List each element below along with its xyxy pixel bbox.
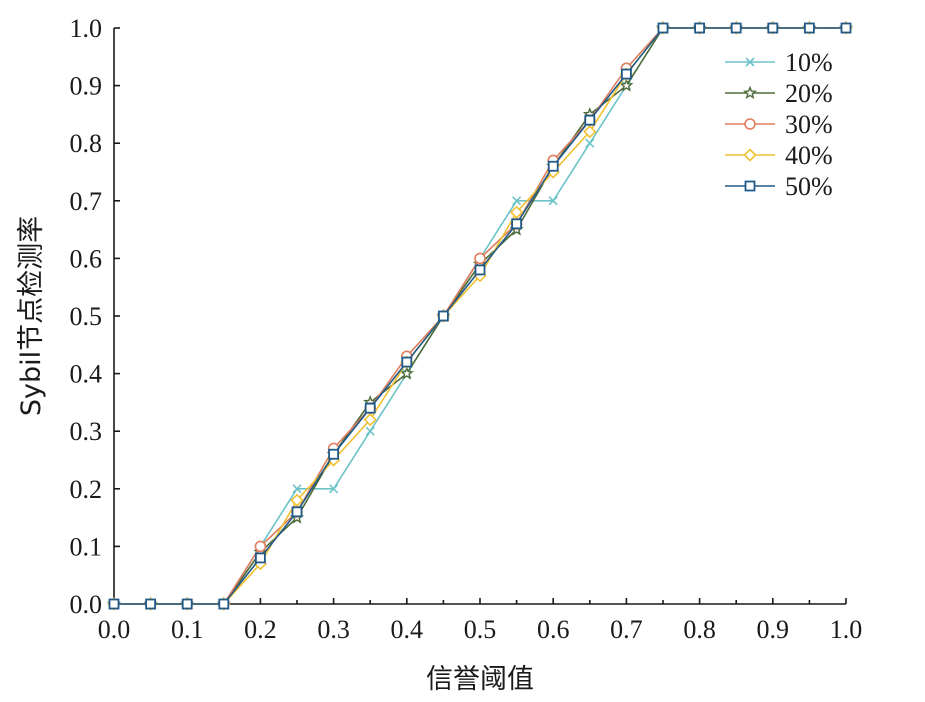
series-line (114, 27, 846, 605)
data-point (363, 413, 377, 427)
data-point (254, 540, 267, 553)
y-tick-label: 1.0 (70, 14, 103, 43)
series-40% (107, 21, 853, 611)
data-point (621, 68, 632, 80)
y-tick-label: 0.5 (70, 302, 103, 331)
x-tick-label: 1.0 (830, 615, 863, 644)
data-point (474, 264, 486, 276)
legend-entry: 10% (725, 48, 833, 77)
legend-entry: 30% (725, 110, 833, 139)
y-tick-label: 0.4 (70, 360, 103, 389)
y-tick-label: 0.8 (70, 129, 103, 158)
legend-marker (744, 180, 756, 192)
y-tick-label: 0.0 (70, 590, 103, 619)
y-tick-label: 0.1 (70, 532, 103, 561)
legend-label: 50% (785, 172, 833, 201)
series-20% (106, 20, 854, 610)
data-point (509, 205, 524, 219)
data-point (584, 114, 596, 126)
x-tick-label: 0.6 (537, 615, 570, 644)
data-point (474, 252, 486, 265)
data-point (108, 598, 120, 610)
legend-marker (742, 85, 758, 99)
x-tick-label: 0.5 (464, 615, 497, 644)
x-tick-label: 0.0 (98, 615, 131, 644)
legend-label: 40% (785, 141, 833, 170)
x-tick-label: 0.7 (610, 615, 643, 644)
data-point (329, 484, 339, 494)
x-tick-label: 0.2 (244, 615, 277, 644)
x-ticks: 0.0 0.1 0.2 0.3 0.4 0.5 0.6 0.7 0.8 0.9 1.0 (98, 598, 863, 644)
legend-marker (745, 57, 755, 67)
x-tick-label: 0.4 (391, 615, 424, 644)
legend-label: 20% (785, 79, 833, 108)
data-point (328, 448, 340, 460)
axes (113, 28, 846, 605)
series-30% (108, 22, 852, 610)
legend-marker (743, 148, 757, 162)
data-point (145, 598, 157, 610)
data-point (694, 22, 705, 34)
y-tick-label: 0.2 (70, 475, 103, 504)
x-tick-label: 0.1 (171, 615, 204, 644)
data-point (218, 598, 230, 610)
series-line (114, 27, 846, 605)
y-tick-label: 0.9 (70, 72, 103, 101)
series-10% (109, 23, 851, 609)
x-tick-label: 0.9 (757, 615, 790, 644)
y-axis-title: Sybil节点检测率 (16, 216, 47, 416)
data-point (437, 310, 449, 322)
x-tick-label: 0.3 (317, 615, 350, 644)
legend-label: 30% (785, 110, 833, 139)
x-axis-title: 信誉阈值 (426, 664, 534, 695)
series-line (114, 27, 846, 605)
data-point (365, 426, 375, 436)
data-point (511, 218, 522, 230)
legend-label: 10% (785, 48, 833, 77)
data-point (767, 22, 779, 34)
legend-entry: 40% (725, 141, 833, 170)
data-point (585, 138, 595, 148)
legend-marker (744, 118, 756, 130)
x-tick-label: 0.8 (683, 615, 716, 644)
data-point (292, 484, 302, 494)
data-point (401, 356, 413, 368)
data-point (512, 196, 522, 206)
series-layer (106, 20, 854, 611)
data-point (364, 402, 376, 414)
data-point (804, 22, 815, 34)
y-tick-label: 0.7 (70, 187, 103, 216)
data-point (290, 493, 304, 507)
data-point (730, 22, 742, 34)
series-line (114, 27, 846, 605)
data-point (619, 78, 634, 92)
y-tick-label: 0.6 (70, 244, 103, 273)
series-line (114, 27, 846, 605)
data-point (657, 22, 669, 34)
legend-entry: 20% (725, 79, 833, 108)
data-point (399, 366, 414, 380)
data-point (548, 196, 558, 206)
data-point (583, 125, 597, 139)
data-point (181, 598, 193, 610)
legend-entry: 50% (725, 172, 833, 201)
data-point (291, 506, 303, 518)
data-point (840, 22, 852, 34)
data-point (254, 552, 266, 564)
y-ticks: 0.0 0.1 0.2 0.3 0.4 0.5 0.6 0.7 0.8 0.9 1.0 (70, 14, 120, 619)
series-50% (108, 22, 852, 610)
y-tick-label: 0.3 (70, 417, 103, 446)
legend: 10%20%30%40%50% (725, 48, 833, 201)
data-point (547, 160, 559, 172)
